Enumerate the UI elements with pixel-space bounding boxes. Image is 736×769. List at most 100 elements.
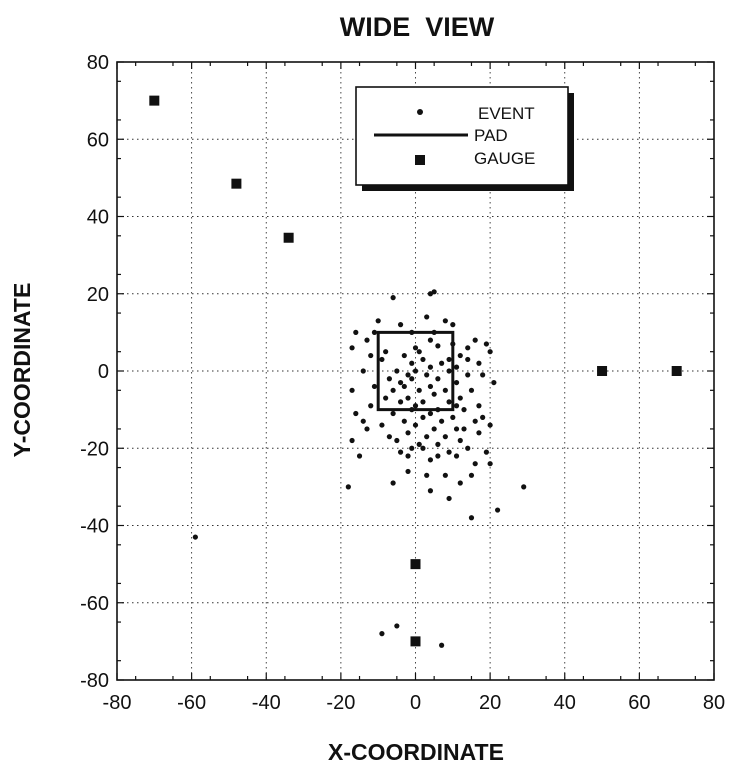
x-tick-label: 40 bbox=[554, 692, 576, 714]
event-point bbox=[439, 418, 445, 424]
legend-pad-label: PAD bbox=[474, 126, 508, 145]
event-point bbox=[487, 422, 493, 428]
event-point bbox=[450, 322, 456, 328]
gauge-marker bbox=[597, 366, 608, 376]
x-axis-label: X-COORDINATE bbox=[328, 739, 504, 765]
chart-title: WIDE VIEW bbox=[340, 12, 495, 42]
event-point bbox=[435, 376, 441, 382]
event-point bbox=[416, 387, 422, 393]
event-point bbox=[420, 445, 426, 451]
event-point bbox=[487, 461, 493, 467]
event-point bbox=[424, 314, 430, 320]
event-point bbox=[480, 414, 486, 420]
event-point bbox=[465, 356, 471, 363]
event-point bbox=[405, 468, 411, 475]
event-point bbox=[360, 418, 366, 424]
event-point bbox=[349, 437, 355, 444]
event-point bbox=[457, 352, 463, 359]
x-tick-label: 60 bbox=[628, 692, 650, 714]
event-point bbox=[453, 364, 460, 370]
event-point bbox=[379, 356, 385, 363]
event-point bbox=[356, 453, 363, 459]
event-point bbox=[427, 410, 434, 417]
event-point bbox=[192, 534, 198, 540]
legend: EVENT PAD GAUGE bbox=[355, 86, 574, 191]
event-point bbox=[409, 360, 415, 366]
legend-event-label: EVENT bbox=[478, 104, 535, 123]
legend-event-marker bbox=[417, 109, 423, 115]
event-point bbox=[427, 488, 434, 494]
event-point bbox=[491, 379, 497, 386]
event-point bbox=[412, 345, 419, 351]
event-point bbox=[468, 387, 475, 393]
event-point bbox=[397, 379, 404, 386]
event-point bbox=[431, 426, 437, 432]
event-point bbox=[457, 395, 463, 401]
y-tick-label: 80 bbox=[87, 52, 109, 74]
event-point bbox=[472, 461, 478, 467]
event-point bbox=[409, 445, 415, 451]
event-point bbox=[364, 426, 370, 432]
event-point bbox=[446, 368, 452, 374]
event-point bbox=[390, 410, 396, 417]
event-point bbox=[420, 356, 426, 363]
event-point bbox=[360, 368, 366, 374]
event-point bbox=[453, 379, 460, 386]
y-tick-label: -20 bbox=[80, 438, 109, 460]
event-point bbox=[461, 426, 467, 432]
event-point bbox=[394, 368, 400, 374]
y-tick-label: -80 bbox=[80, 670, 109, 692]
event-point bbox=[427, 337, 434, 343]
event-point bbox=[383, 395, 389, 401]
event-point bbox=[383, 349, 389, 355]
event-point bbox=[439, 642, 445, 648]
event-point bbox=[405, 372, 411, 378]
event-point bbox=[409, 407, 415, 413]
y-tick-label: -40 bbox=[80, 516, 109, 538]
event-point bbox=[420, 414, 426, 420]
event-point bbox=[521, 484, 527, 490]
event-point bbox=[416, 349, 422, 355]
grid-lines bbox=[117, 62, 714, 680]
event-point bbox=[401, 418, 407, 424]
legend-gauge-marker bbox=[415, 155, 425, 165]
event-point bbox=[439, 360, 445, 366]
event-point bbox=[375, 318, 381, 324]
x-tick-label: 80 bbox=[703, 692, 725, 714]
event-point bbox=[483, 341, 489, 347]
event-point bbox=[442, 434, 448, 440]
event-point bbox=[472, 418, 478, 424]
event-point bbox=[397, 399, 404, 405]
x-tick-label: -40 bbox=[252, 692, 281, 714]
event-point bbox=[412, 422, 419, 428]
event-point bbox=[446, 449, 452, 455]
event-point bbox=[424, 372, 430, 378]
event-point bbox=[487, 349, 493, 355]
event-point bbox=[446, 399, 452, 405]
event-point bbox=[427, 457, 434, 463]
event-point bbox=[465, 445, 471, 451]
axis-ticks bbox=[116, 61, 715, 681]
event-point bbox=[457, 480, 463, 486]
event-point bbox=[427, 383, 434, 390]
event-point bbox=[364, 337, 370, 343]
event-point bbox=[412, 368, 419, 374]
legend-gauge-label: GAUGE bbox=[474, 149, 535, 168]
gauge-marker bbox=[231, 178, 242, 189]
event-point bbox=[390, 295, 396, 301]
x-tick-label: 20 bbox=[479, 692, 501, 714]
y-axis-label: Y-COORDINATE bbox=[9, 283, 35, 458]
event-point bbox=[476, 430, 482, 436]
event-point bbox=[442, 318, 448, 324]
event-point bbox=[465, 372, 471, 378]
event-point bbox=[368, 352, 374, 359]
event-point bbox=[442, 472, 448, 478]
event-point bbox=[353, 410, 359, 417]
gauge-marker bbox=[671, 366, 682, 376]
event-point bbox=[457, 437, 463, 444]
event-point bbox=[371, 383, 378, 390]
event-point bbox=[468, 472, 475, 478]
event-point bbox=[405, 453, 411, 459]
event-point bbox=[453, 403, 460, 409]
